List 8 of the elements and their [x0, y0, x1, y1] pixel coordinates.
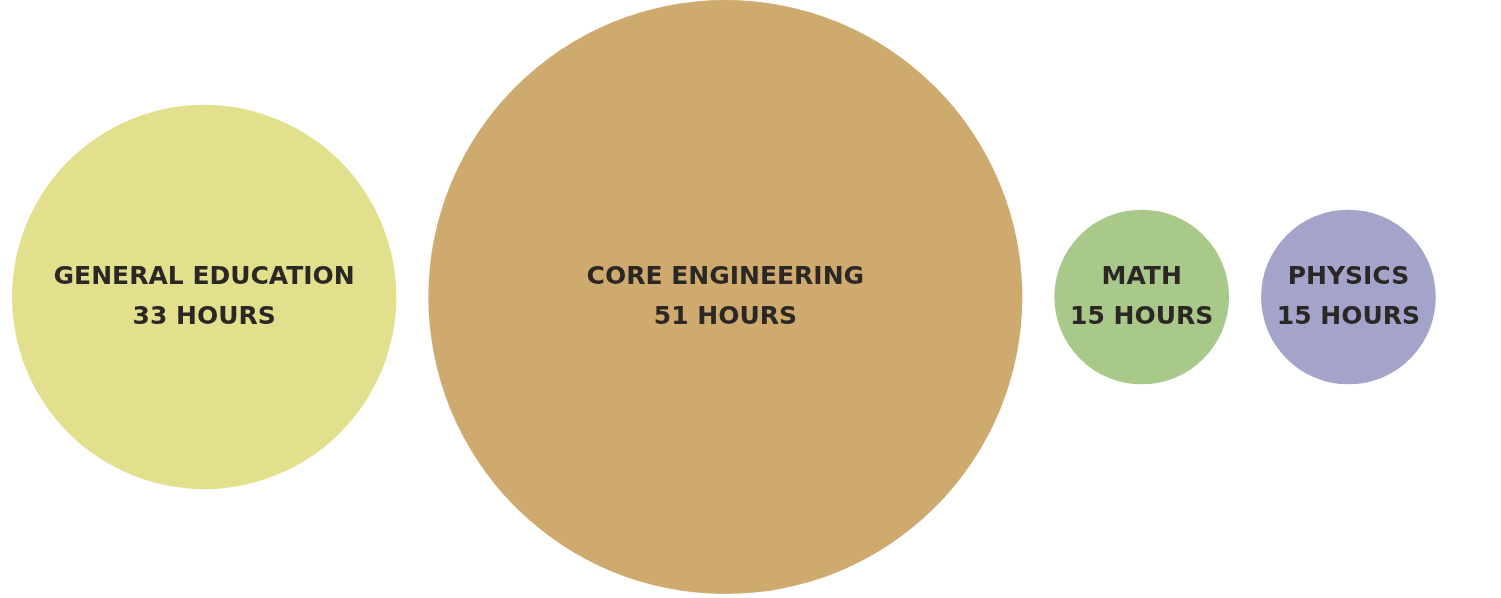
data-label: 33 HOURS — [132, 300, 276, 330]
data-label: 51 HOURS — [653, 300, 797, 330]
data-label: 15 HOURS — [1276, 300, 1421, 330]
category-label: PHYSICS — [1287, 260, 1410, 290]
data-label: 15 HOURS — [1070, 300, 1214, 330]
category-label: GENERAL EDUCATION — [53, 260, 355, 290]
category-label: MATH — [1101, 260, 1182, 290]
category-label: CORE ENGINEERING — [586, 260, 865, 290]
